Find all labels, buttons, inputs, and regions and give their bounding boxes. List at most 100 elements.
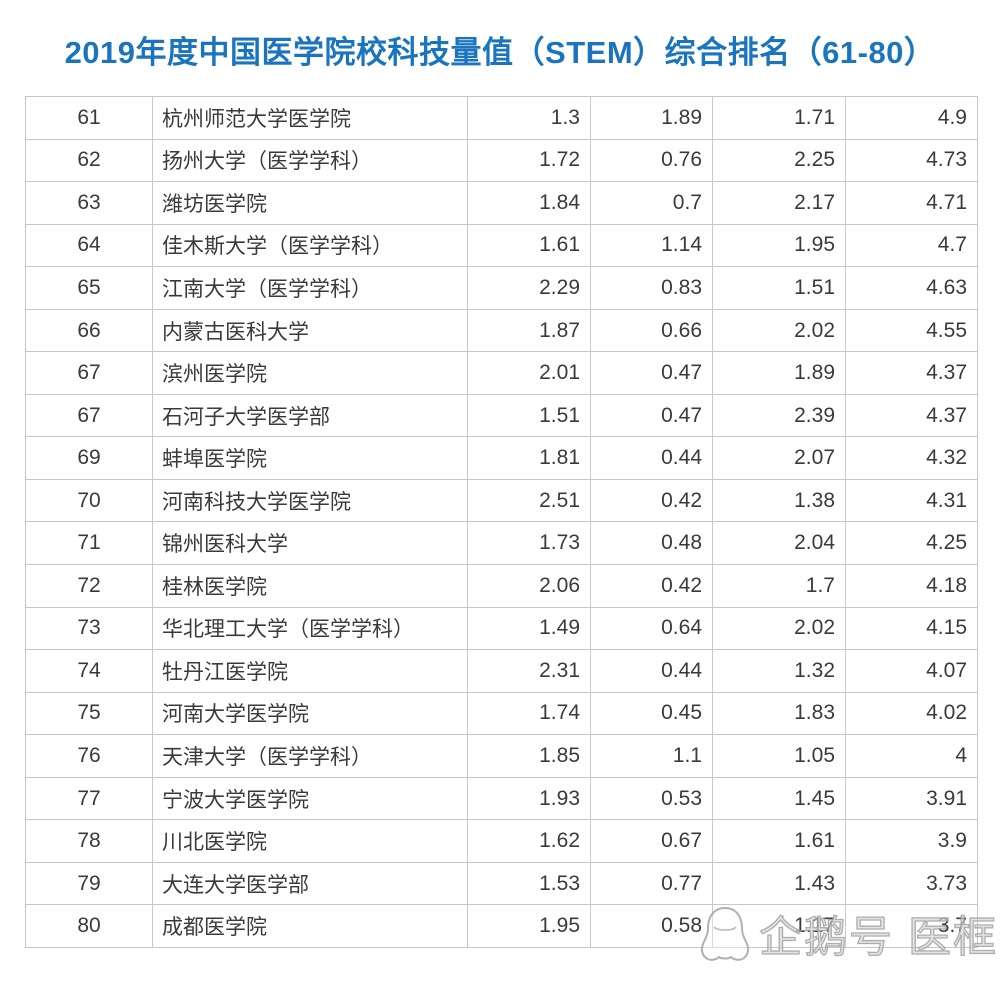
score-total-cell: 4.71 <box>845 181 978 225</box>
score-2-cell: 0.48 <box>590 521 713 566</box>
score-total-cell: 4.7 <box>845 223 978 268</box>
score-2-cell: 0.64 <box>590 606 713 651</box>
score-3-cell: 1.83 <box>712 691 846 736</box>
page-title: 2019年度中国医学院校科技量值（STEM）综合排名（61-80） <box>64 35 936 70</box>
score-3-cell: 1.17 <box>712 904 846 948</box>
rank-cell: 76 <box>25 734 153 778</box>
table-row: 80 成都医学院 1.95 0.58 1.17 3.7 <box>25 904 978 948</box>
table-row: 73 华北理工大学（医学学科） 1.49 0.64 2.02 4.15 <box>25 606 978 651</box>
institution-cell: 宁波大学医学院 <box>152 776 468 821</box>
rank-cell: 65 <box>25 266 153 310</box>
rank-cell: 80 <box>25 904 153 948</box>
institution-cell: 天津大学（医学学科） <box>152 734 468 778</box>
score-2-cell: 0.76 <box>590 138 713 183</box>
score-3-cell: 1.61 <box>712 819 846 863</box>
score-1-cell: 2.06 <box>467 564 591 608</box>
score-1-cell: 2.51 <box>467 478 591 523</box>
score-1-cell: 1.53 <box>467 861 591 906</box>
score-3-cell: 1.38 <box>712 478 846 523</box>
institution-cell: 杭州师范大学医学院 <box>152 96 468 140</box>
score-3-cell: 2.02 <box>712 606 846 651</box>
table-row: 65 江南大学（医学学科） 2.29 0.83 1.51 4.63 <box>25 266 978 310</box>
table-row: 70 河南科技大学医学院 2.51 0.42 1.38 4.31 <box>25 478 978 523</box>
table-row: 77 宁波大学医学院 1.93 0.53 1.45 3.91 <box>25 776 978 821</box>
institution-cell: 河南科技大学医学院 <box>152 478 468 523</box>
score-2-cell: 0.47 <box>590 351 713 395</box>
score-total-cell: 4.15 <box>845 606 978 651</box>
rank-cell: 73 <box>25 606 153 651</box>
table-row: 63 潍坊医学院 1.84 0.7 2.17 4.71 <box>25 181 978 225</box>
score-total-cell: 4.9 <box>845 96 978 140</box>
rank-cell: 62 <box>25 138 153 183</box>
institution-cell: 华北理工大学（医学学科） <box>152 606 468 651</box>
table-row: 76 天津大学（医学学科） 1.85 1.1 1.05 4 <box>25 734 978 778</box>
rank-cell: 63 <box>25 181 153 225</box>
score-total-cell: 3.73 <box>845 861 978 906</box>
score-3-cell: 1.05 <box>712 734 846 778</box>
institution-cell: 成都医学院 <box>152 904 468 948</box>
institution-cell: 内蒙古医科大学 <box>152 308 468 353</box>
score-total-cell: 4.32 <box>845 436 978 480</box>
rank-cell: 71 <box>25 521 153 566</box>
score-2-cell: 0.44 <box>590 649 713 693</box>
score-2-cell: 0.77 <box>590 861 713 906</box>
rank-cell: 64 <box>25 223 153 268</box>
table-row: 67 滨州医学院 2.01 0.47 1.89 4.37 <box>25 351 978 395</box>
score-1-cell: 1.87 <box>467 308 591 353</box>
score-total-cell: 4.31 <box>845 478 978 523</box>
rank-cell: 69 <box>25 436 153 480</box>
table-row: 64 佳木斯大学（医学学科） 1.61 1.14 1.95 4.7 <box>25 223 978 268</box>
score-3-cell: 2.04 <box>712 521 846 566</box>
institution-cell: 石河子大学医学部 <box>152 393 468 438</box>
score-3-cell: 1.71 <box>712 96 846 140</box>
table-row: 72 桂林医学院 2.06 0.42 1.7 4.18 <box>25 564 978 608</box>
score-1-cell: 1.62 <box>467 819 591 863</box>
table-row: 75 河南大学医学院 1.74 0.45 1.83 4.02 <box>25 691 978 736</box>
rank-cell: 77 <box>25 776 153 821</box>
score-total-cell: 4.63 <box>845 266 978 310</box>
institution-cell: 江南大学（医学学科） <box>152 266 468 310</box>
score-total-cell: 4 <box>845 734 978 778</box>
score-1-cell: 1.74 <box>467 691 591 736</box>
score-total-cell: 4.37 <box>845 393 978 438</box>
rank-cell: 66 <box>25 308 153 353</box>
table-row: 69 蚌埠医学院 1.81 0.44 2.07 4.32 <box>25 436 978 480</box>
table-row: 62 扬州大学（医学学科） 1.72 0.76 2.25 4.73 <box>25 138 978 183</box>
table-row: 66 内蒙古医科大学 1.87 0.66 2.02 4.55 <box>25 308 978 353</box>
score-2-cell: 1.1 <box>590 734 713 778</box>
score-1-cell: 1.73 <box>467 521 591 566</box>
score-3-cell: 1.45 <box>712 776 846 821</box>
score-1-cell: 1.93 <box>467 776 591 821</box>
score-1-cell: 1.72 <box>467 138 591 183</box>
score-1-cell: 1.95 <box>467 904 591 948</box>
score-3-cell: 2.39 <box>712 393 846 438</box>
rank-cell: 61 <box>25 96 153 140</box>
rank-cell: 72 <box>25 564 153 608</box>
score-total-cell: 4.55 <box>845 308 978 353</box>
table-row: 78 川北医学院 1.62 0.67 1.61 3.9 <box>25 819 978 863</box>
score-3-cell: 2.07 <box>712 436 846 480</box>
score-1-cell: 2.31 <box>467 649 591 693</box>
score-3-cell: 1.32 <box>712 649 846 693</box>
score-1-cell: 1.61 <box>467 223 591 268</box>
score-total-cell: 4.07 <box>845 649 978 693</box>
score-3-cell: 1.95 <box>712 223 846 268</box>
table-row: 71 锦州医科大学 1.73 0.48 2.04 4.25 <box>25 521 978 566</box>
rank-cell: 78 <box>25 819 153 863</box>
institution-cell: 扬州大学（医学学科） <box>152 138 468 183</box>
score-2-cell: 0.42 <box>590 564 713 608</box>
table-body: 61 杭州师范大学医学院 1.3 1.89 1.71 4.9 62 扬州大学（医学学科） 1.7… <box>25 96 978 948</box>
score-total-cell: 4.18 <box>845 564 978 608</box>
score-total-cell: 3.9 <box>845 819 978 863</box>
institution-cell: 牡丹江医学院 <box>152 649 468 693</box>
score-3-cell: 1.51 <box>712 266 846 310</box>
score-1-cell: 1.49 <box>467 606 591 651</box>
score-total-cell: 3.91 <box>845 776 978 821</box>
score-total-cell: 4.37 <box>845 351 978 395</box>
score-2-cell: 0.58 <box>590 904 713 948</box>
rank-cell: 67 <box>25 351 153 395</box>
rank-cell: 75 <box>25 691 153 736</box>
institution-cell: 川北医学院 <box>152 819 468 863</box>
score-1-cell: 1.84 <box>467 181 591 225</box>
